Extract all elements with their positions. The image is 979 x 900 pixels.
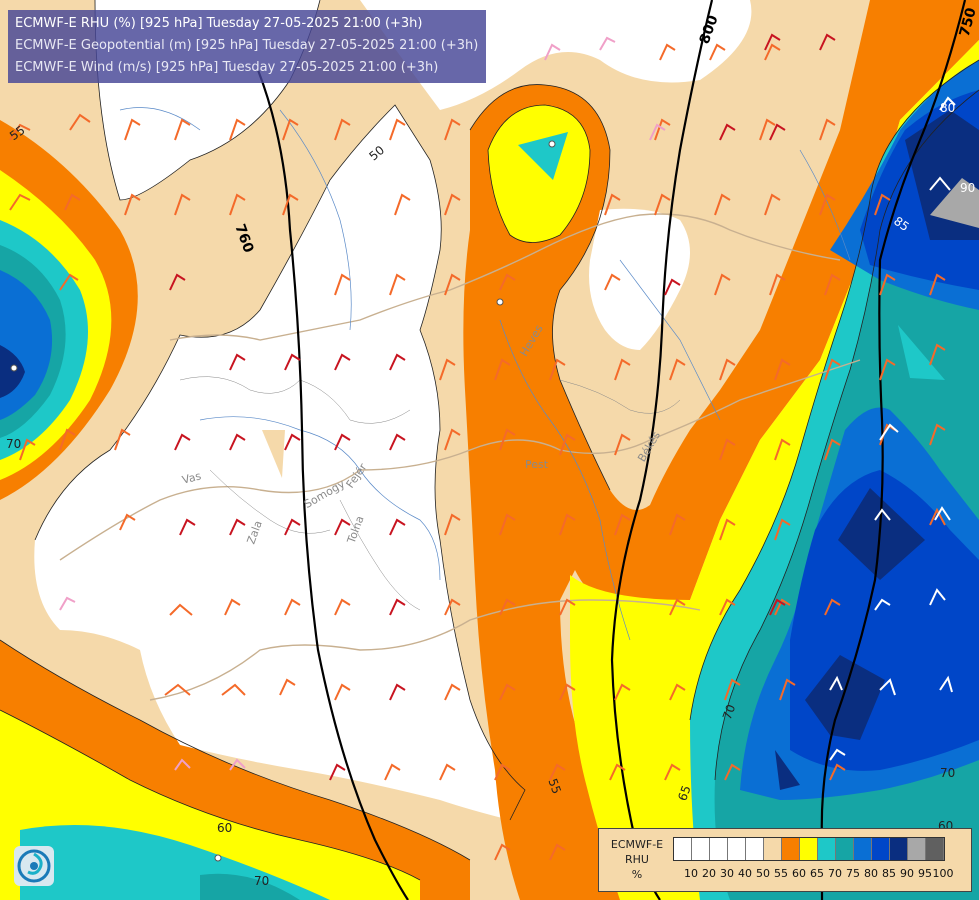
color-legend-level: 20 — [702, 867, 716, 880]
color-legend-level: 80 — [864, 867, 878, 880]
county-borders — [179, 376, 681, 611]
color-legend-swatch — [728, 838, 746, 860]
label-rh-70-e: 70 — [940, 766, 955, 780]
color-legend-swatch — [746, 838, 764, 860]
color-legend-swatch — [854, 838, 872, 860]
rh-90-95-cell-1 — [838, 488, 925, 580]
rh-south-teal — [200, 873, 300, 900]
city-markers — [10, 140, 556, 862]
color-legend-level: 100 — [932, 867, 954, 880]
color-legend-swatch — [926, 838, 944, 860]
color-legend-level: 10 — [684, 867, 698, 880]
color-legend-swatch — [818, 838, 836, 860]
color-legend-swatches — [673, 837, 945, 861]
color-legend-variable: RHU — [625, 853, 649, 866]
label-vas: Vas — [181, 469, 203, 487]
logo-icon — [14, 846, 54, 886]
color-legend-swatch — [800, 838, 818, 860]
color-legend-swatch — [764, 838, 782, 860]
rh-90-95-cell-2 — [805, 655, 885, 740]
color-legend-level: 40 — [738, 867, 752, 880]
label-pest: Pest — [525, 458, 549, 471]
color-legend-level: 55 — [774, 867, 788, 880]
rh-tan-patch — [262, 430, 285, 478]
color-legend: ECMWF-E RHU % 10 20 30 40 50 55 60 65 70 75 80 85 90… — [598, 828, 972, 892]
country-borders — [59, 213, 861, 701]
color-legend-level: 60 — [792, 867, 806, 880]
color-legend-title: ECMWF-E RHU % — [603, 837, 671, 882]
map-header: ECMWF-E RHU (%) [925 hPa] Tuesday 27-05-… — [8, 10, 487, 83]
rh-below-55-pocket — [589, 208, 690, 350]
color-legend-level: 30 — [720, 867, 734, 880]
color-legend-swatch — [836, 838, 854, 860]
color-legend-swatch — [782, 838, 800, 860]
color-legend-level: 95 — [918, 867, 932, 880]
color-legend-level: 90 — [900, 867, 914, 880]
label-rh-60: 60 — [217, 821, 232, 835]
color-legend-swatch — [692, 838, 710, 860]
color-legend-unit: % — [631, 868, 643, 881]
color-legend-swatch — [674, 838, 692, 860]
header-line-rhu: ECMWF-E RHU (%) [925 hPa] Tuesday 27-05-… — [15, 16, 423, 31]
color-legend-labels: 10 20 30 40 50 55 60 65 70 75 80 85 90 95 100 — [673, 867, 973, 881]
geopotential-lines — [256, 0, 967, 900]
color-legend-level: 75 — [846, 867, 860, 880]
label-rh-70-w: 70 — [6, 437, 21, 451]
color-legend-swatch — [890, 838, 908, 860]
header-line-geopotential: ECMWF-E Geopotential (m) [925 hPa] Tuesd… — [15, 38, 479, 53]
label-geo-750: 750 — [957, 6, 979, 39]
color-legend-level: 50 — [756, 867, 770, 880]
color-legend-swatch — [872, 838, 890, 860]
rh-70-75-notch — [898, 325, 945, 380]
rh-95-100-cell — [930, 178, 979, 228]
rh-90-95-cell-3 — [775, 750, 800, 790]
label-rh-90: 90 — [960, 181, 975, 195]
header-line-wind: ECMWF-E Wind (m/s) [925 hPa] Tuesday 27-… — [15, 60, 439, 75]
color-legend-level: 85 — [882, 867, 896, 880]
label-rh-80: 80 — [940, 101, 955, 115]
color-legend-level: 70 — [828, 867, 842, 880]
label-rh-70-s: 70 — [254, 874, 269, 888]
label-rh-65: 65 — [675, 784, 693, 803]
color-legend-swatch — [710, 838, 728, 860]
label-rh-55-s: 55 — [545, 777, 563, 796]
rh-west-navy — [0, 345, 25, 398]
color-legend-swatch — [908, 838, 926, 860]
color-legend-model: ECMWF-E — [610, 838, 664, 851]
wind-barbs — [9, 33, 956, 861]
color-legend-level: 65 — [810, 867, 824, 880]
rivers — [119, 107, 851, 641]
label-rh-70-se: 70 — [720, 703, 738, 722]
